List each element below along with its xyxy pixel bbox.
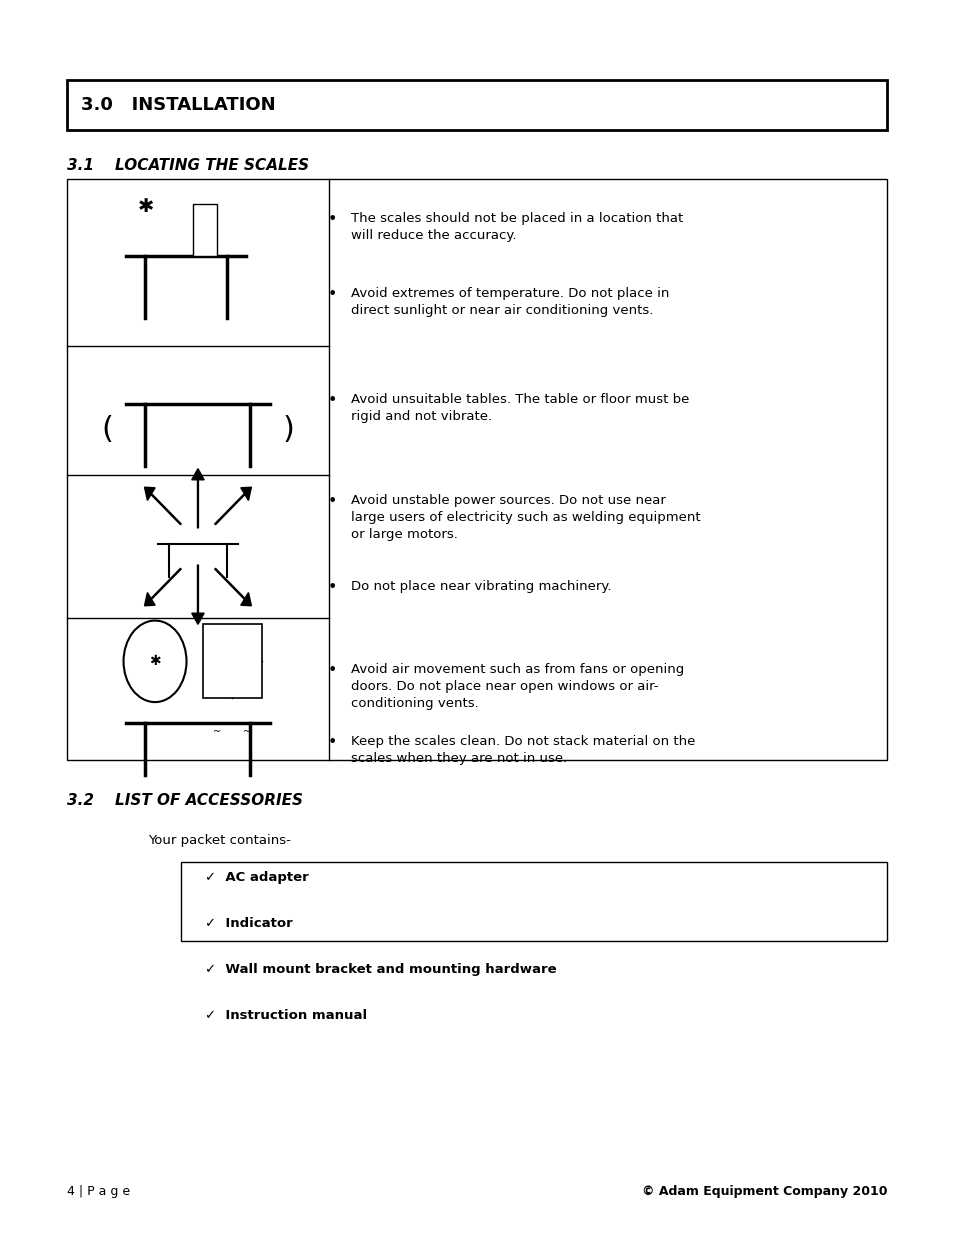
Bar <box>181 862 886 941</box>
Text: Avoid extremes of temperature. Do not place in
direct sunlight or near air condi: Avoid extremes of temperature. Do not pl… <box>351 287 669 316</box>
Text: Do not place near vibrating machinery.: Do not place near vibrating machinery. <box>351 580 611 594</box>
FancyArrow shape <box>145 487 181 525</box>
Text: •: • <box>327 212 336 227</box>
Text: Avoid unsuitable tables. The table or floor must be
rigid and not vibrate.: Avoid unsuitable tables. The table or fl… <box>351 393 689 422</box>
Text: ✓  AC adapter: ✓ AC adapter <box>205 871 309 884</box>
Text: ~: ~ <box>243 726 251 737</box>
Bar <box>193 204 216 257</box>
Text: Keep the scales clean. Do not stack material on the
scales when they are not in : Keep the scales clean. Do not stack mate… <box>351 735 695 764</box>
Text: 4 | P a g e: 4 | P a g e <box>67 1184 130 1198</box>
FancyArrow shape <box>145 568 181 606</box>
FancyArrow shape <box>192 566 204 625</box>
Text: ✓  Indicator: ✓ Indicator <box>205 916 293 930</box>
Text: ✓  Wall mount bracket and mounting hardware: ✓ Wall mount bracket and mounting hardwa… <box>205 963 557 976</box>
Text: The scales should not be placed in a location that
will reduce the accuracy.: The scales should not be placed in a loc… <box>351 212 682 242</box>
Text: •: • <box>327 393 336 408</box>
FancyArrow shape <box>214 487 251 525</box>
Text: •: • <box>327 494 336 509</box>
Text: ~: ~ <box>213 726 221 737</box>
Text: ✱: ✱ <box>137 198 153 216</box>
FancyArrow shape <box>214 568 251 606</box>
Text: ✱: ✱ <box>149 655 161 668</box>
Bar <box>67 179 886 760</box>
Text: Avoid unstable power sources. Do not use near
large users of electricity such as: Avoid unstable power sources. Do not use… <box>351 494 700 541</box>
Text: © Adam Equipment Company 2010: © Adam Equipment Company 2010 <box>641 1184 886 1198</box>
Text: 3.1    LOCATING THE SCALES: 3.1 LOCATING THE SCALES <box>67 158 309 173</box>
Text: •: • <box>327 287 336 301</box>
Bar <box>202 625 261 699</box>
Text: (: ( <box>101 415 113 443</box>
Text: ✓  Instruction manual: ✓ Instruction manual <box>205 1009 367 1023</box>
Bar <box>67 80 886 130</box>
Text: •: • <box>327 735 336 750</box>
Text: Your packet contains-: Your packet contains- <box>148 834 291 847</box>
Text: •: • <box>327 580 336 595</box>
Text: ): ) <box>282 415 294 443</box>
Text: Avoid air movement such as from fans or opening
doors. Do not place near open wi: Avoid air movement such as from fans or … <box>351 663 683 710</box>
FancyArrow shape <box>192 468 204 529</box>
Text: 3.0   INSTALLATION: 3.0 INSTALLATION <box>81 96 275 114</box>
Text: •: • <box>327 663 336 678</box>
Text: 3.2    LIST OF ACCESSORIES: 3.2 LIST OF ACCESSORIES <box>67 793 302 808</box>
